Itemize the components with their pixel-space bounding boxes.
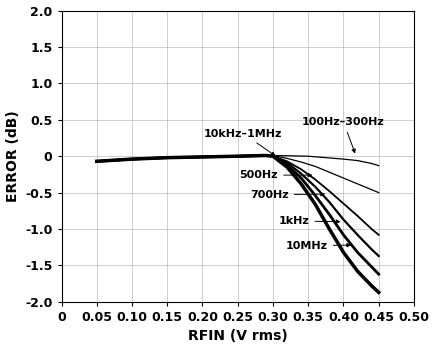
Text: 10MHz: 10MHz <box>285 241 349 251</box>
Y-axis label: ERROR (dB): ERROR (dB) <box>6 110 20 202</box>
Text: 1kHz: 1kHz <box>278 216 339 226</box>
X-axis label: RFIN (V rms): RFIN (V rms) <box>187 329 287 343</box>
Text: 500Hz: 500Hz <box>239 170 311 180</box>
Text: 100Hz–300Hz: 100Hz–300Hz <box>301 117 384 153</box>
Text: 700Hz: 700Hz <box>250 190 323 200</box>
Text: 10kHz–1MHz: 10kHz–1MHz <box>204 128 282 155</box>
